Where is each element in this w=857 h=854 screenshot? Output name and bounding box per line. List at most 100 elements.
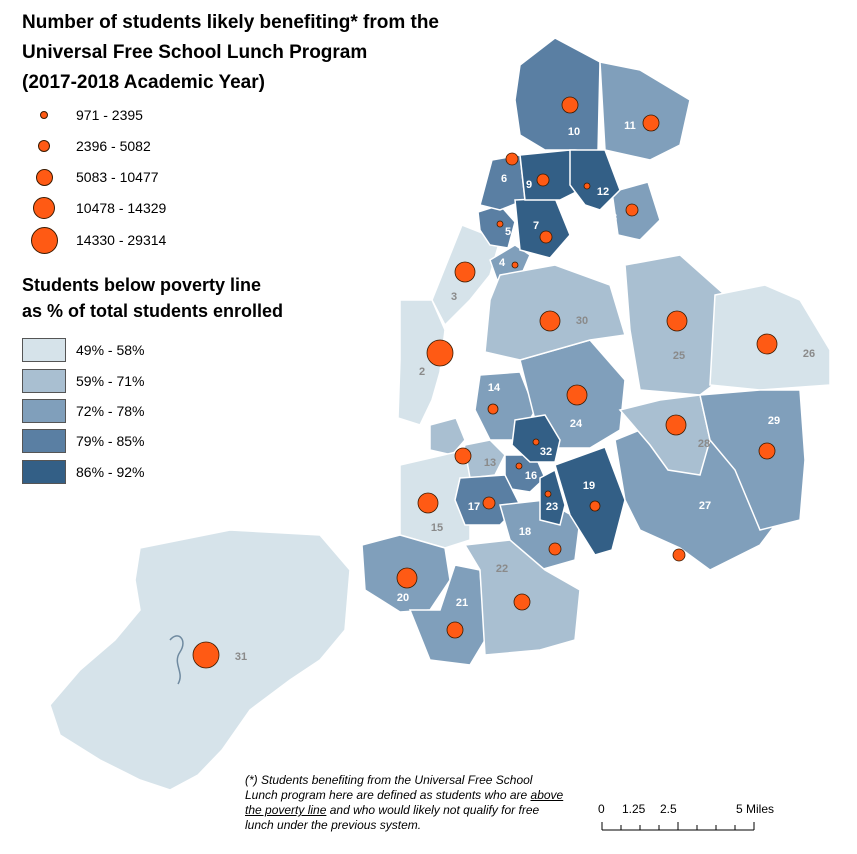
bubbles (192, 96, 778, 669)
scale-bar: 0 1.25 2.5 5 Miles (596, 800, 776, 840)
size-legend-item-3: 5083 - 10477 (22, 166, 159, 188)
color-legend-label: 86% - 92% (76, 464, 145, 480)
district-2-bubble (426, 339, 454, 367)
color-legend-title: Students below poverty line as % of tota… (22, 272, 283, 324)
district-25-bubble (666, 310, 688, 332)
district-27-bubble (672, 548, 686, 562)
district-5-bubble (496, 220, 504, 228)
size-legend-item-4: 10478 - 14329 (22, 197, 166, 219)
color-legend-label: 49% - 58% (76, 342, 145, 358)
district-32-label: 32 (540, 446, 552, 458)
district-26-label: 26 (803, 348, 815, 360)
bubble-size-4-icon (33, 197, 55, 219)
district-6-bubble (505, 152, 519, 166)
color-legend-label: 59% - 71% (76, 373, 145, 389)
district-23-bubble (544, 490, 552, 498)
color-swatch (22, 369, 66, 393)
district-21-bubble (446, 621, 464, 639)
district-29-label: 29 (768, 415, 780, 427)
size-legend-label: 971 - 2395 (76, 107, 143, 123)
district-28 (618, 394, 711, 476)
district-3-bubble (454, 261, 476, 283)
bubble-size-2-icon (38, 140, 50, 152)
district-15-label: 15 (431, 522, 443, 534)
district-11-bubble (642, 114, 660, 132)
district-2 (397, 299, 446, 426)
district-29-bubble (758, 442, 776, 460)
district-11-label: 11 (624, 120, 636, 132)
district-12-label: 12 (597, 186, 609, 198)
water-features (169, 253, 691, 685)
district-12-bubble (583, 182, 591, 190)
reservoir (577, 253, 601, 271)
district-32-bubble (532, 438, 540, 446)
district-26-bubble (756, 333, 778, 355)
color-swatch (22, 338, 66, 362)
district-20-bubble (396, 567, 418, 589)
district-27-label: 27 (699, 500, 711, 512)
district-19-bubble (589, 500, 601, 512)
scale-tick-1: 1.25 (622, 802, 646, 816)
district-11 (599, 61, 691, 161)
size-legend-label: 14330 - 29314 (76, 232, 167, 248)
bubble-size-5-icon (30, 226, 58, 254)
footnote-underlined: above the poverty line (245, 788, 564, 817)
district-14-bubble (487, 403, 499, 415)
district-6-label: 6 (501, 173, 507, 185)
district-31-label: 31 (235, 651, 247, 663)
district-20-label: 20 (397, 592, 409, 604)
title-line-3: (2017-2018 Academic Year) (22, 72, 265, 93)
district-10-bubble (561, 96, 579, 114)
district-10-label: 10 (568, 126, 580, 138)
district-7 (514, 197, 571, 259)
size-legend-label: 10478 - 14329 (76, 200, 167, 216)
district-12 (569, 149, 621, 211)
district-3-label: 3 (451, 291, 457, 303)
district-28-label: 28 (698, 438, 710, 450)
bubble-size-1-icon (40, 111, 48, 119)
jamaica-bay (575, 564, 691, 613)
size-legend-label: 2396 - 5082 (76, 138, 151, 154)
district-25-label: 25 (673, 350, 685, 362)
color-swatch (22, 399, 66, 423)
footnote-text: (*) Students benefiting from the Univers… (245, 773, 533, 802)
size-legend-item-1: 971 - 2395 (22, 104, 143, 126)
color-swatch (22, 460, 66, 484)
district-23 (539, 468, 566, 526)
district-30-bubble (539, 310, 561, 332)
district-28-bubble (665, 414, 687, 436)
size-legend-item-5: 14330 - 29314 (22, 226, 167, 254)
scale-tick-2: 2.5 (660, 802, 677, 816)
district-29 (699, 389, 806, 531)
district-8-label: 8 (611, 212, 617, 224)
title-line-1: Number of students likely benefiting* fr… (22, 12, 439, 33)
creek (169, 635, 184, 685)
district-18-bubble (548, 542, 562, 556)
district-8-bubble (625, 203, 639, 217)
district-19-label: 19 (583, 480, 595, 492)
footnote-text-end: and who would likely not qualify for fre… (245, 803, 540, 832)
district-16-bubble (515, 462, 523, 470)
district-30-label: 30 (576, 315, 588, 327)
district-21-label: 21 (456, 597, 468, 609)
color-swatch (22, 429, 66, 453)
district-31-bubble (192, 641, 220, 669)
size-legend-label: 5083 - 10477 (76, 169, 159, 185)
district-19 (554, 446, 626, 556)
color-legend-item-5: 86% - 92% (22, 459, 144, 485)
district-9-label: 9 (526, 179, 532, 191)
scale-tick-0: 0 (598, 802, 605, 816)
color-legend-title-line-2: as % of total students enrolled (22, 301, 284, 321)
district-24-label: 24 (570, 418, 583, 430)
district-32 (511, 414, 561, 463)
color-legend-label: 72% - 78% (76, 403, 145, 419)
size-legend-item-2: 2396 - 5082 (22, 135, 151, 157)
scale-tick-3: 5 Miles (736, 802, 775, 816)
bubble-size-3-icon (35, 168, 53, 186)
district-4-bubble (511, 261, 519, 269)
district-7-bubble (539, 230, 553, 244)
district-10 (514, 37, 601, 153)
district-17-bubble (482, 496, 496, 510)
